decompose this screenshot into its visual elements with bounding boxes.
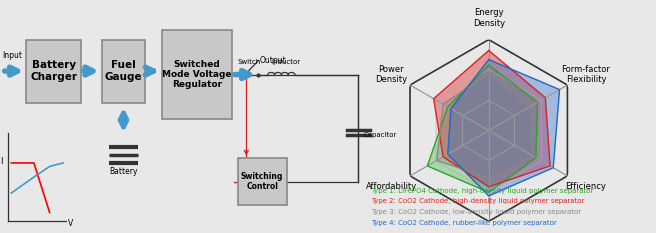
Text: Type 2: CoO2 Cathode, high-density liquid polymer separator: Type 2: CoO2 Cathode, high-density liqui…	[371, 198, 584, 204]
FancyBboxPatch shape	[26, 40, 81, 103]
Text: Output: Output	[259, 56, 286, 65]
Text: Battery
Charger: Battery Charger	[30, 60, 77, 82]
Polygon shape	[437, 74, 533, 178]
Text: Input: Input	[3, 51, 23, 60]
Text: Type 4: CoO2 Cathode, rubber-like polymer separator: Type 4: CoO2 Cathode, rubber-like polyme…	[371, 220, 556, 226]
Text: V: V	[68, 219, 73, 228]
Polygon shape	[448, 60, 560, 196]
Text: I: I	[0, 157, 3, 166]
Polygon shape	[427, 65, 537, 192]
FancyBboxPatch shape	[237, 158, 287, 205]
Text: Inductor: Inductor	[272, 59, 300, 65]
FancyBboxPatch shape	[162, 30, 232, 119]
Text: Battery: Battery	[110, 167, 138, 176]
Text: Switched
Mode Voltage
Regulator: Switched Mode Voltage Regulator	[162, 60, 232, 89]
Text: Switch: Switch	[237, 59, 261, 65]
Text: Switching
Control: Switching Control	[241, 172, 283, 192]
Polygon shape	[434, 51, 550, 187]
Text: Fuel
Gauge: Fuel Gauge	[105, 60, 142, 82]
FancyBboxPatch shape	[102, 40, 145, 103]
Text: Type 3: CoO2 Cathode, low-density liquid polymer separator: Type 3: CoO2 Cathode, low-density liquid…	[371, 209, 581, 215]
Text: Type 1: LiFePO4 Cathode, high-density liquid polymer separator: Type 1: LiFePO4 Cathode, high-density li…	[371, 188, 593, 194]
Text: Capacitor: Capacitor	[364, 132, 398, 138]
